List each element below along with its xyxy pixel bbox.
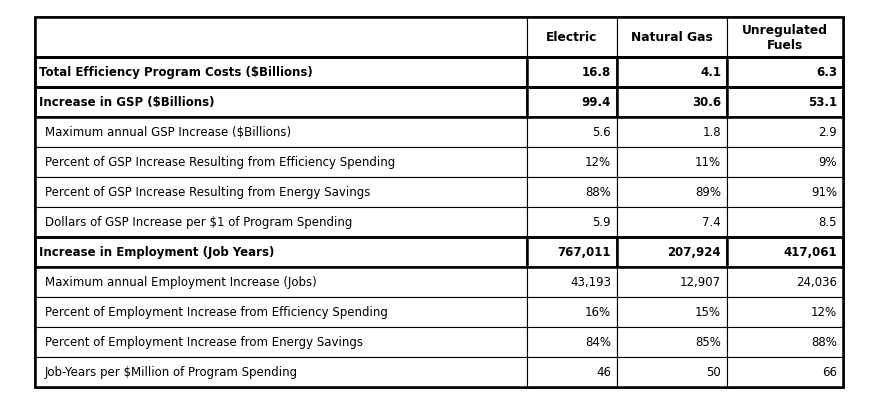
Text: 1.8: 1.8 bbox=[702, 126, 720, 139]
Bar bbox=[526, 177, 617, 207]
Text: 767,011: 767,011 bbox=[557, 246, 610, 259]
Text: 50: 50 bbox=[705, 366, 720, 379]
Text: 7.4: 7.4 bbox=[702, 216, 720, 229]
Bar bbox=[617, 88, 726, 118]
Text: Maximum annual Employment Increase (Jobs): Maximum annual Employment Increase (Jobs… bbox=[45, 276, 317, 289]
Bar bbox=[35, 297, 526, 327]
Bar bbox=[726, 88, 842, 118]
Text: 89%: 89% bbox=[695, 186, 720, 199]
Text: 99.4: 99.4 bbox=[581, 96, 610, 109]
Bar bbox=[726, 118, 842, 148]
Bar bbox=[617, 58, 726, 88]
Bar bbox=[617, 148, 726, 177]
Bar bbox=[617, 327, 726, 357]
Text: 16.8: 16.8 bbox=[581, 66, 610, 79]
Text: 12,907: 12,907 bbox=[679, 276, 720, 289]
Bar bbox=[35, 357, 526, 387]
Bar bbox=[526, 297, 617, 327]
Text: 88%: 88% bbox=[584, 186, 610, 199]
Bar bbox=[526, 327, 617, 357]
Bar bbox=[526, 18, 617, 58]
Bar bbox=[726, 327, 842, 357]
Text: 46: 46 bbox=[595, 366, 610, 379]
Text: Electric: Electric bbox=[545, 32, 597, 45]
Bar bbox=[35, 327, 526, 357]
Text: 24,036: 24,036 bbox=[795, 276, 836, 289]
Text: 4.1: 4.1 bbox=[699, 66, 720, 79]
Bar bbox=[35, 58, 526, 88]
Bar bbox=[526, 237, 617, 267]
Bar bbox=[617, 297, 726, 327]
Text: Percent of Employment Increase from Energy Savings: Percent of Employment Increase from Ener… bbox=[45, 336, 362, 349]
Bar bbox=[35, 118, 526, 148]
Text: 84%: 84% bbox=[584, 336, 610, 349]
Bar bbox=[617, 177, 726, 207]
Text: Percent of GSP Increase Resulting from Energy Savings: Percent of GSP Increase Resulting from E… bbox=[45, 186, 370, 199]
Bar bbox=[526, 148, 617, 177]
Bar bbox=[617, 267, 726, 297]
Text: 9%: 9% bbox=[817, 156, 836, 169]
Bar bbox=[35, 88, 526, 118]
Bar bbox=[526, 357, 617, 387]
Bar bbox=[617, 237, 726, 267]
Text: 11%: 11% bbox=[694, 156, 720, 169]
Bar bbox=[35, 207, 526, 237]
Text: Job-Years per $Million of Program Spending: Job-Years per $Million of Program Spendi… bbox=[45, 366, 298, 379]
Bar bbox=[35, 177, 526, 207]
Text: 2.9: 2.9 bbox=[817, 126, 836, 139]
Bar bbox=[726, 177, 842, 207]
Text: 6.3: 6.3 bbox=[815, 66, 836, 79]
Bar bbox=[526, 58, 617, 88]
Text: 91%: 91% bbox=[810, 186, 836, 199]
Bar bbox=[35, 148, 526, 177]
Text: 207,924: 207,924 bbox=[667, 246, 720, 259]
Bar bbox=[726, 357, 842, 387]
Text: 5.9: 5.9 bbox=[592, 216, 610, 229]
Bar bbox=[35, 237, 526, 267]
Bar bbox=[617, 207, 726, 237]
Bar bbox=[726, 267, 842, 297]
Bar bbox=[726, 297, 842, 327]
Text: Natural Gas: Natural Gas bbox=[631, 32, 712, 45]
Bar bbox=[617, 118, 726, 148]
Text: Maximum annual GSP Increase ($Billions): Maximum annual GSP Increase ($Billions) bbox=[45, 126, 291, 139]
Text: Unregulated
Fuels: Unregulated Fuels bbox=[741, 24, 827, 52]
Text: Total Efficiency Program Costs ($Billions): Total Efficiency Program Costs ($Billion… bbox=[39, 66, 312, 79]
Bar bbox=[726, 207, 842, 237]
Bar bbox=[726, 237, 842, 267]
Text: Dollars of GSP Increase per $1 of Program Spending: Dollars of GSP Increase per $1 of Progra… bbox=[45, 216, 352, 229]
Text: 12%: 12% bbox=[810, 306, 836, 319]
Bar bbox=[35, 267, 526, 297]
Text: Increase in Employment (Job Years): Increase in Employment (Job Years) bbox=[39, 246, 274, 259]
Bar bbox=[526, 118, 617, 148]
Text: 43,193: 43,193 bbox=[569, 276, 610, 289]
Text: 8.5: 8.5 bbox=[817, 216, 836, 229]
Text: 15%: 15% bbox=[695, 306, 720, 319]
Text: Increase in GSP ($Billions): Increase in GSP ($Billions) bbox=[39, 96, 214, 109]
Bar bbox=[726, 18, 842, 58]
Bar bbox=[526, 88, 617, 118]
Text: 12%: 12% bbox=[584, 156, 610, 169]
Text: 53.1: 53.1 bbox=[807, 96, 836, 109]
Bar bbox=[726, 58, 842, 88]
Text: 30.6: 30.6 bbox=[691, 96, 720, 109]
Bar bbox=[617, 357, 726, 387]
Bar bbox=[526, 267, 617, 297]
Bar bbox=[726, 148, 842, 177]
Text: 66: 66 bbox=[821, 366, 836, 379]
Text: 16%: 16% bbox=[584, 306, 610, 319]
Text: Percent of Employment Increase from Efficiency Spending: Percent of Employment Increase from Effi… bbox=[45, 306, 388, 319]
Bar bbox=[617, 18, 726, 58]
Bar bbox=[526, 207, 617, 237]
Text: Percent of GSP Increase Resulting from Efficiency Spending: Percent of GSP Increase Resulting from E… bbox=[45, 156, 395, 169]
Text: 88%: 88% bbox=[810, 336, 836, 349]
Bar bbox=[35, 18, 526, 58]
Text: 5.6: 5.6 bbox=[592, 126, 610, 139]
Text: 85%: 85% bbox=[695, 336, 720, 349]
Text: 417,061: 417,061 bbox=[782, 246, 836, 259]
